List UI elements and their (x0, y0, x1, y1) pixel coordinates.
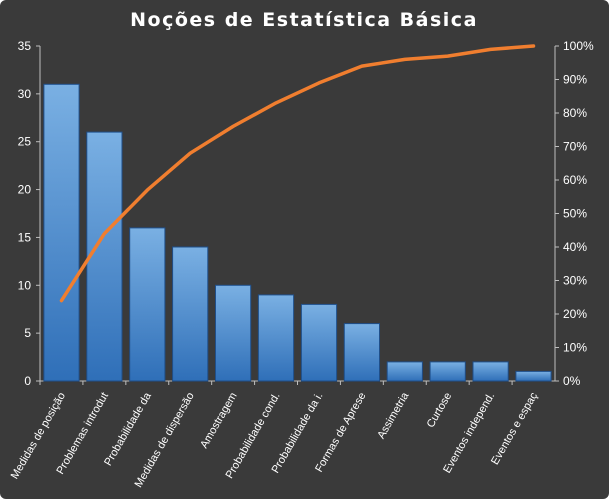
right-tick-label: 50% (563, 207, 587, 221)
chart-title: Noções de Estatística Básica (130, 9, 478, 31)
line-point (275, 102, 277, 104)
left-tick-label: 25 (18, 135, 32, 149)
bar (386, 361, 423, 382)
right-tick-label: 30% (563, 274, 587, 288)
right-tick-label: 10% (563, 341, 587, 355)
left-tick-label: 30 (18, 87, 32, 101)
bars (43, 83, 552, 382)
right-tick-label: 20% (563, 307, 587, 321)
bar (86, 131, 123, 382)
left-axis-ticks: 0 5 10 15 20 25 30 35 (18, 39, 40, 388)
bar (429, 361, 466, 382)
cumulative-line (59, 44, 536, 303)
left-tick-label: 5 (24, 326, 31, 340)
right-tick-label: 40% (563, 240, 587, 254)
line-point (404, 58, 406, 60)
bar (343, 323, 380, 382)
bar (215, 284, 252, 382)
bar (515, 370, 552, 382)
right-tick-label: 0% (563, 374, 581, 388)
cumulative-percent-line (59, 44, 536, 303)
right-tick-label: 60% (563, 173, 587, 187)
line-point (533, 45, 534, 47)
line-point (146, 189, 148, 191)
line-point (61, 300, 62, 302)
line-point (490, 48, 492, 50)
line-point (447, 55, 449, 57)
bar (129, 227, 166, 382)
line-point (361, 65, 363, 67)
line-point (189, 152, 191, 154)
left-tick-label: 20 (18, 183, 32, 197)
line-point (103, 233, 105, 235)
left-tick-label: 35 (18, 39, 32, 53)
line-point (232, 125, 234, 127)
right-tick-label: 100% (563, 39, 594, 53)
left-tick-label: 0 (24, 374, 31, 388)
left-tick-label: 15 (18, 230, 32, 244)
bar (472, 361, 509, 382)
right-tick-label: 80% (563, 106, 587, 120)
bar (300, 303, 338, 382)
bar (172, 246, 209, 382)
right-tick-label: 90% (563, 73, 587, 87)
right-tick-label: 70% (563, 140, 587, 154)
bar (43, 83, 80, 382)
line-point (318, 82, 320, 84)
bar (257, 294, 295, 382)
right-axis-ticks: 0% 10% 20% 30% 40% 50% 60% 70% 80% 90% 100% (555, 39, 594, 388)
left-tick-label: 10 (18, 278, 32, 292)
